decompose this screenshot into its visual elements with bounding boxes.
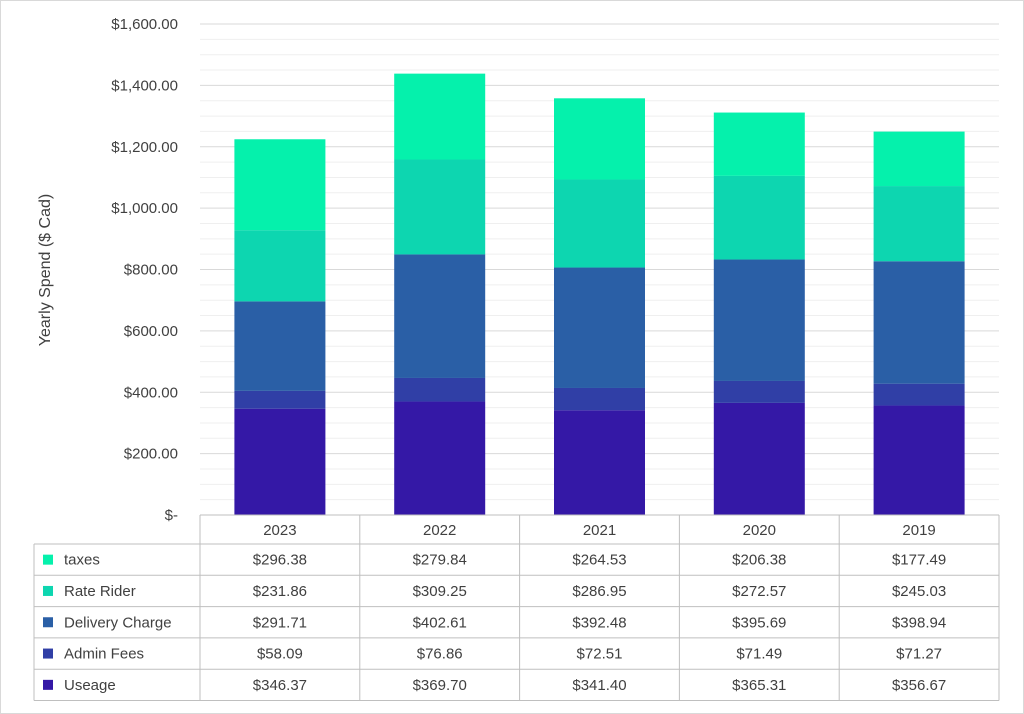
y-axis-label: Yearly Spend ($ Cad) — [37, 194, 54, 346]
bar-segment-useage — [234, 408, 326, 515]
bar-segment-rate-rider — [713, 175, 805, 260]
data-label: $392.48 — [572, 614, 626, 631]
bar-segment-admin-fees — [394, 377, 486, 402]
y-tick-label: $800.00 — [124, 262, 178, 279]
legend-swatch — [43, 554, 53, 565]
data-label: $365.31 — [732, 677, 786, 694]
data-label: $346.37 — [253, 677, 307, 694]
bars — [234, 73, 965, 515]
data-label: $341.40 — [572, 677, 626, 694]
bar-segment-taxes — [713, 112, 805, 176]
x-tick-label: 2020 — [743, 522, 776, 539]
data-label: $177.49 — [892, 552, 946, 569]
bar-segment-useage — [554, 410, 645, 515]
bar-segment-delivery-charge — [234, 301, 326, 391]
bar-segment-taxes — [554, 98, 645, 180]
legend-label: taxes — [64, 552, 100, 569]
legend-swatch — [43, 648, 53, 659]
data-label: $72.51 — [577, 646, 623, 663]
legend-label: Admin Fees — [64, 646, 144, 663]
x-tick-label: 2019 — [902, 522, 935, 539]
bar-segment-taxes — [873, 131, 965, 187]
x-tick-label: 2022 — [423, 522, 456, 539]
bar-segment-admin-fees — [713, 380, 805, 403]
bar-segment-rate-rider — [873, 186, 965, 262]
data-label: $245.03 — [892, 583, 946, 600]
data-label: $272.57 — [732, 583, 786, 600]
y-tick-label: $1,200.00 — [111, 139, 178, 156]
data-label: $402.61 — [413, 614, 467, 631]
y-tick-label: $600.00 — [124, 323, 178, 340]
bar-segment-rate-rider — [554, 179, 645, 268]
bar-segment-taxes — [234, 139, 326, 231]
bar-segment-delivery-charge — [873, 261, 965, 384]
data-label: $206.38 — [732, 552, 786, 569]
data-label: $309.25 — [413, 583, 467, 600]
data-label: $291.71 — [253, 614, 307, 631]
bar-segment-useage — [394, 401, 486, 515]
data-label: $231.86 — [253, 583, 307, 600]
legend-swatch — [43, 679, 53, 690]
legend-label: Rate Rider — [64, 583, 136, 600]
bar-segment-admin-fees — [873, 383, 965, 406]
bar-segment-rate-rider — [234, 230, 326, 302]
y-axis-ticks: $- $200.00 $400.00 $600.00 $800.00 $1,000.00 $… — [111, 16, 178, 524]
data-label: $58.09 — [257, 646, 303, 663]
y-tick-label: $200.00 — [124, 446, 178, 463]
bar-segment-useage — [713, 402, 805, 515]
data-table: 2023 2022 2021 2020 2019 taxes $296.38 $279.84 $… — [33, 514, 1000, 701]
data-label: $369.70 — [413, 677, 467, 694]
bar-segment-admin-fees — [234, 390, 326, 409]
bar-segment-rate-rider — [394, 159, 486, 255]
data-label: $264.53 — [572, 552, 626, 569]
legend-label: Delivery Charge — [64, 614, 172, 631]
legend-swatch — [43, 617, 53, 628]
bar-segment-delivery-charge — [713, 259, 805, 381]
y-tick-label: $- — [165, 507, 178, 524]
data-label: $398.94 — [892, 614, 946, 631]
bar-segment-taxes — [394, 73, 486, 160]
y-tick-label: $1,600.00 — [111, 16, 178, 33]
bar-segment-useage — [873, 405, 965, 515]
data-label: $71.49 — [736, 646, 782, 663]
legend-swatch — [43, 585, 53, 596]
y-tick-label: $1,000.00 — [111, 200, 178, 217]
bar-segment-delivery-charge — [554, 267, 645, 388]
y-tick-label: $1,400.00 — [111, 77, 178, 94]
data-label: $296.38 — [253, 552, 307, 569]
bar-segment-admin-fees — [554, 387, 645, 411]
y-tick-label: $400.00 — [124, 384, 178, 401]
data-label: $76.86 — [417, 646, 463, 663]
data-label: $356.67 — [892, 677, 946, 694]
x-tick-label: 2023 — [263, 522, 296, 539]
data-label: $71.27 — [896, 646, 942, 663]
x-tick-label: 2021 — [583, 522, 616, 539]
data-label: $279.84 — [413, 552, 467, 569]
legend-label: Useage — [64, 677, 116, 694]
data-label: $286.95 — [572, 583, 626, 600]
data-label: $395.69 — [732, 614, 786, 631]
bar-segment-delivery-charge — [394, 254, 486, 378]
